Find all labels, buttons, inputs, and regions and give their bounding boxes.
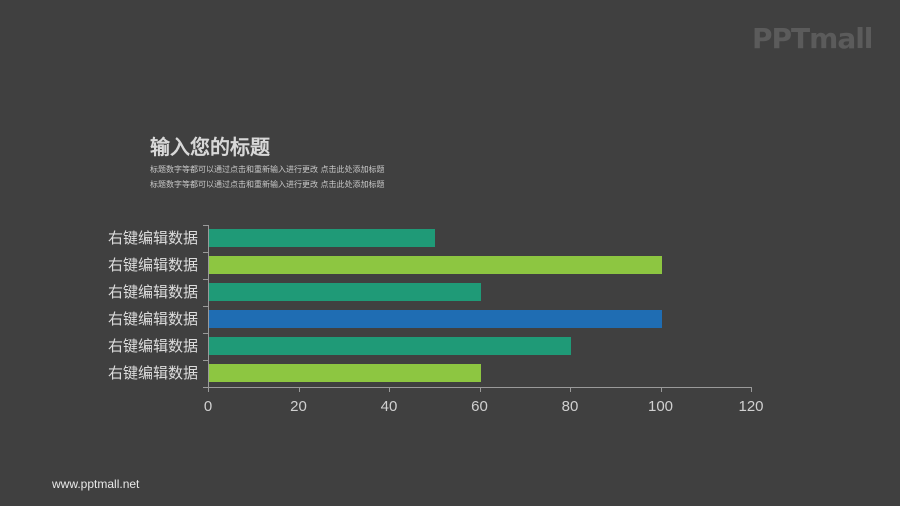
bar[interactable]	[209, 256, 662, 274]
footer-url[interactable]: www.pptmall.net	[52, 477, 140, 491]
x-tick-label: 80	[561, 398, 579, 415]
category-label: 右键编辑数据	[107, 256, 198, 274]
x-tick	[751, 387, 752, 392]
x-tick	[208, 387, 209, 392]
x-tick	[660, 387, 662, 392]
bar[interactable]	[209, 364, 481, 382]
category-label: 右键编辑数据	[107, 310, 198, 328]
subtitle-line-1: 标题数字等都可以通过点击和重新输入进行更改 点击此处添加标题	[150, 165, 385, 174]
category-label: 右键编辑数据	[107, 364, 198, 382]
x-tick-label: 100	[647, 398, 674, 415]
y-tick	[203, 225, 208, 226]
page-title: 输入您的标题	[150, 135, 270, 159]
bar[interactable]	[209, 310, 662, 328]
category-label: 右键编辑数据	[107, 229, 198, 247]
y-tick	[203, 306, 208, 307]
logo: PPTmall	[752, 22, 873, 55]
x-tick	[479, 387, 481, 392]
x-tick	[389, 387, 390, 392]
x-tick	[570, 387, 571, 392]
bar[interactable]	[209, 283, 481, 301]
bar[interactable]	[209, 337, 571, 355]
x-tick-label: 120	[738, 398, 764, 415]
subtitle-line-2: 标题数字等都可以通过点击和重新输入进行更改 点击此处添加标题	[150, 180, 385, 189]
x-tick	[298, 387, 300, 392]
x-tick-label: 60	[471, 398, 488, 415]
category-label: 右键编辑数据	[107, 337, 198, 355]
y-tick	[203, 360, 208, 361]
y-axis	[208, 225, 209, 387]
y-tick	[203, 279, 208, 280]
x-tick-label: 40	[380, 398, 398, 415]
category-label: 右键编辑数据	[107, 283, 198, 301]
bar[interactable]	[209, 229, 436, 247]
y-tick	[203, 252, 208, 253]
y-tick	[203, 333, 208, 334]
x-tick-label: 20	[290, 398, 307, 415]
y-tick	[203, 387, 208, 388]
x-tick-label: 0	[203, 398, 213, 415]
